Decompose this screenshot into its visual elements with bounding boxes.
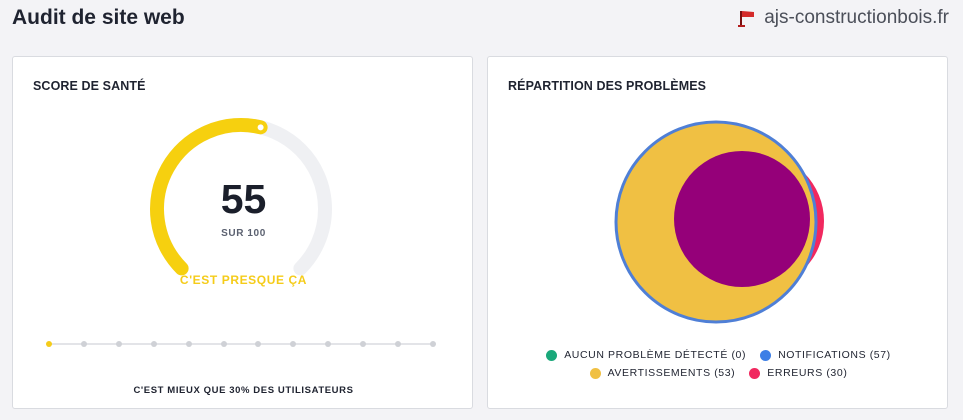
progress-step-dot xyxy=(395,341,401,347)
legend-dot-icon xyxy=(546,350,557,361)
progress-step-dot xyxy=(116,341,122,347)
progress-step-dot xyxy=(46,341,52,347)
legend-row: AVERTISSEMENTS (53) ERREURS (30) xyxy=(488,367,949,379)
health-score-message: C'EST PRESQUE ÇA xyxy=(13,273,474,287)
health-score-title: SCORE DE SANTÉ xyxy=(33,79,146,93)
venn-overlap-region xyxy=(674,151,810,287)
issues-legend: AUCUN PROBLÈME DÉTECTÉ (0) NOTIFICATIONS… xyxy=(488,349,949,385)
health-score-card: SCORE DE SANTÉ 55 SUR 100 C'EST PRESQUE … xyxy=(12,56,473,409)
legend-item-warnings: AVERTISSEMENTS (53) xyxy=(590,367,736,379)
legend-dot-icon xyxy=(760,350,771,361)
progress-step-dot xyxy=(325,341,331,347)
issues-distribution-card: RÉPARTITION DES PROBLÈMES AUCUN PROBLÈME… xyxy=(487,56,948,409)
legend-item-errors: ERREURS (30) xyxy=(749,367,847,379)
progress-step-dot xyxy=(255,341,261,347)
legend-item-notifications: NOTIFICATIONS (57) xyxy=(760,349,891,361)
legend-label-no-issue: AUCUN PROBLÈME DÉTECTÉ (0) xyxy=(564,349,746,361)
legend-dot-icon xyxy=(590,368,601,379)
issues-distribution-title: RÉPARTITION DES PROBLÈMES xyxy=(508,79,706,93)
legend-dot-icon xyxy=(749,368,760,379)
health-score-max: SUR 100 xyxy=(13,228,474,239)
progress-step-dot xyxy=(430,341,436,347)
progress-step-dot xyxy=(151,341,157,347)
page-header: Audit de site web ajs-constructionbois.f… xyxy=(0,0,963,40)
progress-steps xyxy=(49,342,433,346)
progress-step-dot xyxy=(360,341,366,347)
legend-item-no-issue: AUCUN PROBLÈME DÉTECTÉ (0) xyxy=(546,349,746,361)
gauge-knob xyxy=(258,124,264,130)
page-title: Audit de site web xyxy=(12,6,185,30)
progress-step-dot xyxy=(81,341,87,347)
legend-label-errors: ERREURS (30) xyxy=(767,367,847,379)
site-info: ajs-constructionbois.fr xyxy=(735,7,949,29)
legend-label-warnings: AVERTISSEMENTS (53) xyxy=(608,367,736,379)
legend-label-notifications: NOTIFICATIONS (57) xyxy=(778,349,891,361)
progress-step-dot xyxy=(290,341,296,347)
comparison-note: C'EST MIEUX QUE 30% DES UTILISATEURS xyxy=(13,385,474,396)
flag-favicon-icon xyxy=(735,8,757,28)
issues-venn-diagram xyxy=(596,115,856,335)
site-name[interactable]: ajs-constructionbois.fr xyxy=(764,7,949,29)
progress-track-line xyxy=(49,343,433,345)
progress-step-dot xyxy=(221,341,227,347)
progress-step-dot xyxy=(186,341,192,347)
legend-row: AUCUN PROBLÈME DÉTECTÉ (0) NOTIFICATIONS… xyxy=(488,349,949,361)
health-score-value: 55 xyxy=(13,176,474,223)
